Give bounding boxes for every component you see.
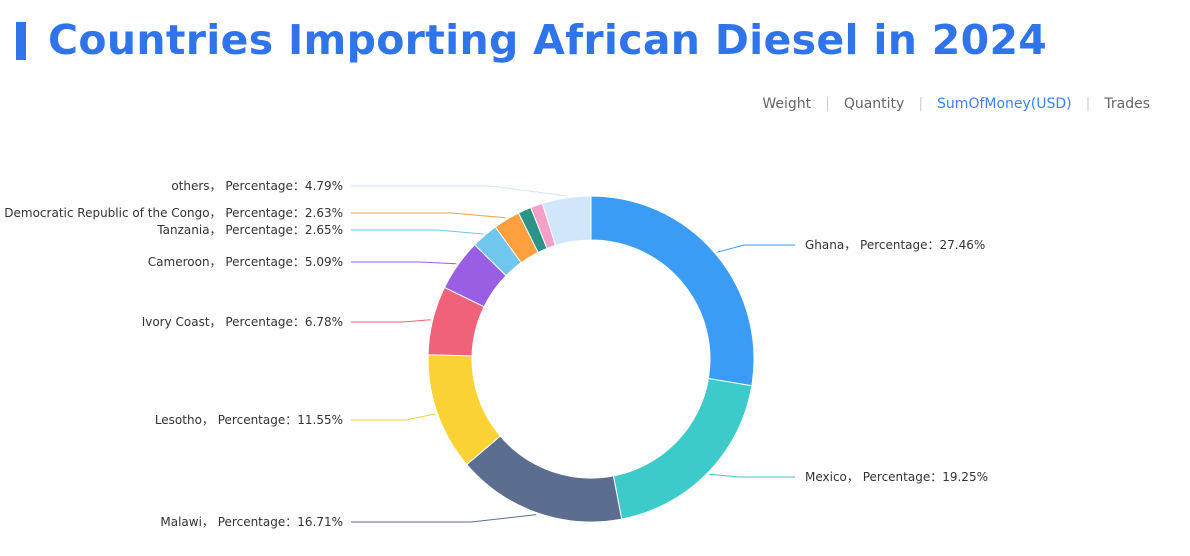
leader-line-mexico xyxy=(709,473,795,478)
leader-line-cameroon xyxy=(351,261,457,265)
leader-line-lesotho xyxy=(351,413,436,421)
tab-trades[interactable]: Trades xyxy=(1104,96,1150,112)
slice-label-tanzania: Tanzania， Percentage：2.65% xyxy=(156,223,343,237)
leader-line-ghana xyxy=(716,244,795,253)
tab-quantity[interactable]: Quantity xyxy=(843,96,905,112)
page-title: Countries Importing African Diesel in 20… xyxy=(48,16,1048,64)
title-accent-bar xyxy=(16,22,26,60)
leader-line-democratic-republic-of-the-congo xyxy=(351,212,506,219)
donut-slices xyxy=(427,195,755,523)
label-leader-lines xyxy=(351,185,795,523)
slice-ghana[interactable] xyxy=(590,195,755,387)
tab-sum-of-money[interactable]: SumOfMoney(USD) xyxy=(937,96,1072,112)
slice-label-lesotho: Lesotho， Percentage：11.55% xyxy=(155,413,343,427)
tab-separator: | xyxy=(918,96,924,112)
slice-label-cameroon: Cameroon， Percentage：5.09% xyxy=(148,255,343,269)
slice-label-ivory-coast: Ivory Coast， Percentage：6.78% xyxy=(142,315,343,329)
leader-line-tanzania xyxy=(351,229,484,235)
slice-label-ghana: Ghana， Percentage：27.46% xyxy=(805,238,985,252)
slice-labels: Ghana， Percentage：27.46% Mexico， Percenta… xyxy=(4,179,988,529)
slice-label-malawi: Malawi， Percentage：16.71% xyxy=(160,515,343,529)
leader-line-ivory-coast xyxy=(351,319,431,323)
metric-tabs: Weight | Quantity | SumOfMoney(USD) | Tr… xyxy=(762,94,1150,114)
slice-label-others: others， Percentage：4.79% xyxy=(171,179,343,193)
tab-separator: | xyxy=(1085,96,1091,112)
slice-malawi[interactable] xyxy=(466,435,623,523)
slice-others[interactable] xyxy=(541,195,592,247)
slice-mexico[interactable] xyxy=(612,377,753,520)
leader-line-malawi xyxy=(351,514,537,523)
tab-weight[interactable]: Weight xyxy=(762,96,812,112)
leader-line-others xyxy=(351,185,567,197)
tab-separator: | xyxy=(825,96,830,112)
slice-label-mexico: Mexico， Percentage：19.25% xyxy=(805,470,988,484)
slice-label-democratic-republic-of-the-congo: Democratic Republic of the Congo， Percen… xyxy=(4,206,343,220)
